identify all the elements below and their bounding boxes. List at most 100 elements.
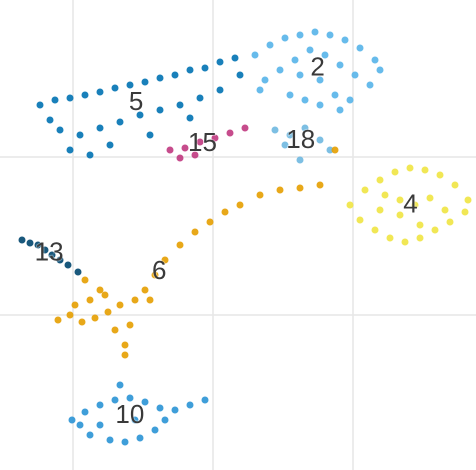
point [46,116,54,124]
point [266,41,274,49]
point [376,176,384,184]
point [48,251,56,259]
point [396,211,404,219]
point [316,76,324,84]
point [156,74,164,82]
point [461,208,469,216]
point [421,166,429,174]
point [236,201,244,209]
point [121,341,129,349]
cluster-label: 6 [152,255,166,285]
point [51,96,59,104]
point [136,434,144,442]
point [156,106,164,114]
point [281,34,289,42]
point [251,51,259,59]
point [96,88,104,96]
point [126,81,134,89]
point [131,296,139,304]
point [141,398,149,406]
cluster-label: 2 [310,51,324,81]
point [231,54,239,62]
point [411,201,419,209]
point [201,64,209,72]
point [316,101,324,109]
point [376,206,384,214]
point [136,111,144,119]
point [146,296,154,304]
point [306,46,314,54]
point [186,114,194,122]
point [36,101,44,109]
point [401,238,409,246]
point [96,401,104,409]
point [331,91,339,99]
point [96,124,104,132]
point [186,401,194,409]
point [396,196,404,204]
point [116,301,124,309]
point [301,96,309,104]
point [441,206,449,214]
point [86,431,94,439]
point [261,76,269,84]
point [74,268,82,276]
point [111,326,119,334]
cluster-label: 13 [35,237,64,267]
point [326,146,334,154]
point [121,438,129,446]
point [286,131,294,139]
point [196,94,204,102]
point [464,196,472,204]
point [81,91,89,99]
point [451,181,459,189]
point [406,164,414,172]
point [346,201,354,209]
point [68,416,76,424]
point [78,318,86,326]
point [346,96,354,104]
point [241,124,249,132]
point [91,314,99,322]
point [321,51,329,59]
point [41,246,49,254]
point [151,271,159,279]
point [256,86,264,94]
point [151,426,159,434]
point [156,404,164,412]
point [96,421,104,429]
point [171,406,179,414]
point [86,296,94,304]
point [296,31,304,39]
point [376,66,384,74]
point [291,56,299,64]
point [34,241,42,249]
point [296,184,304,192]
point [356,44,364,52]
point [141,78,149,86]
point [301,124,309,132]
point [126,394,134,402]
point [54,316,62,324]
point [166,146,174,154]
point [191,228,199,236]
point [131,416,139,424]
point [106,436,114,444]
point [446,218,454,226]
point [86,151,94,159]
point [196,138,204,146]
point [276,66,284,74]
point [316,136,324,144]
point [111,84,119,92]
point [331,146,339,154]
point [276,186,284,194]
point [391,168,399,176]
point [416,234,424,242]
point [296,71,304,79]
point [171,71,179,79]
point [366,81,374,89]
point [161,256,169,264]
point [416,221,424,229]
point [221,208,229,216]
